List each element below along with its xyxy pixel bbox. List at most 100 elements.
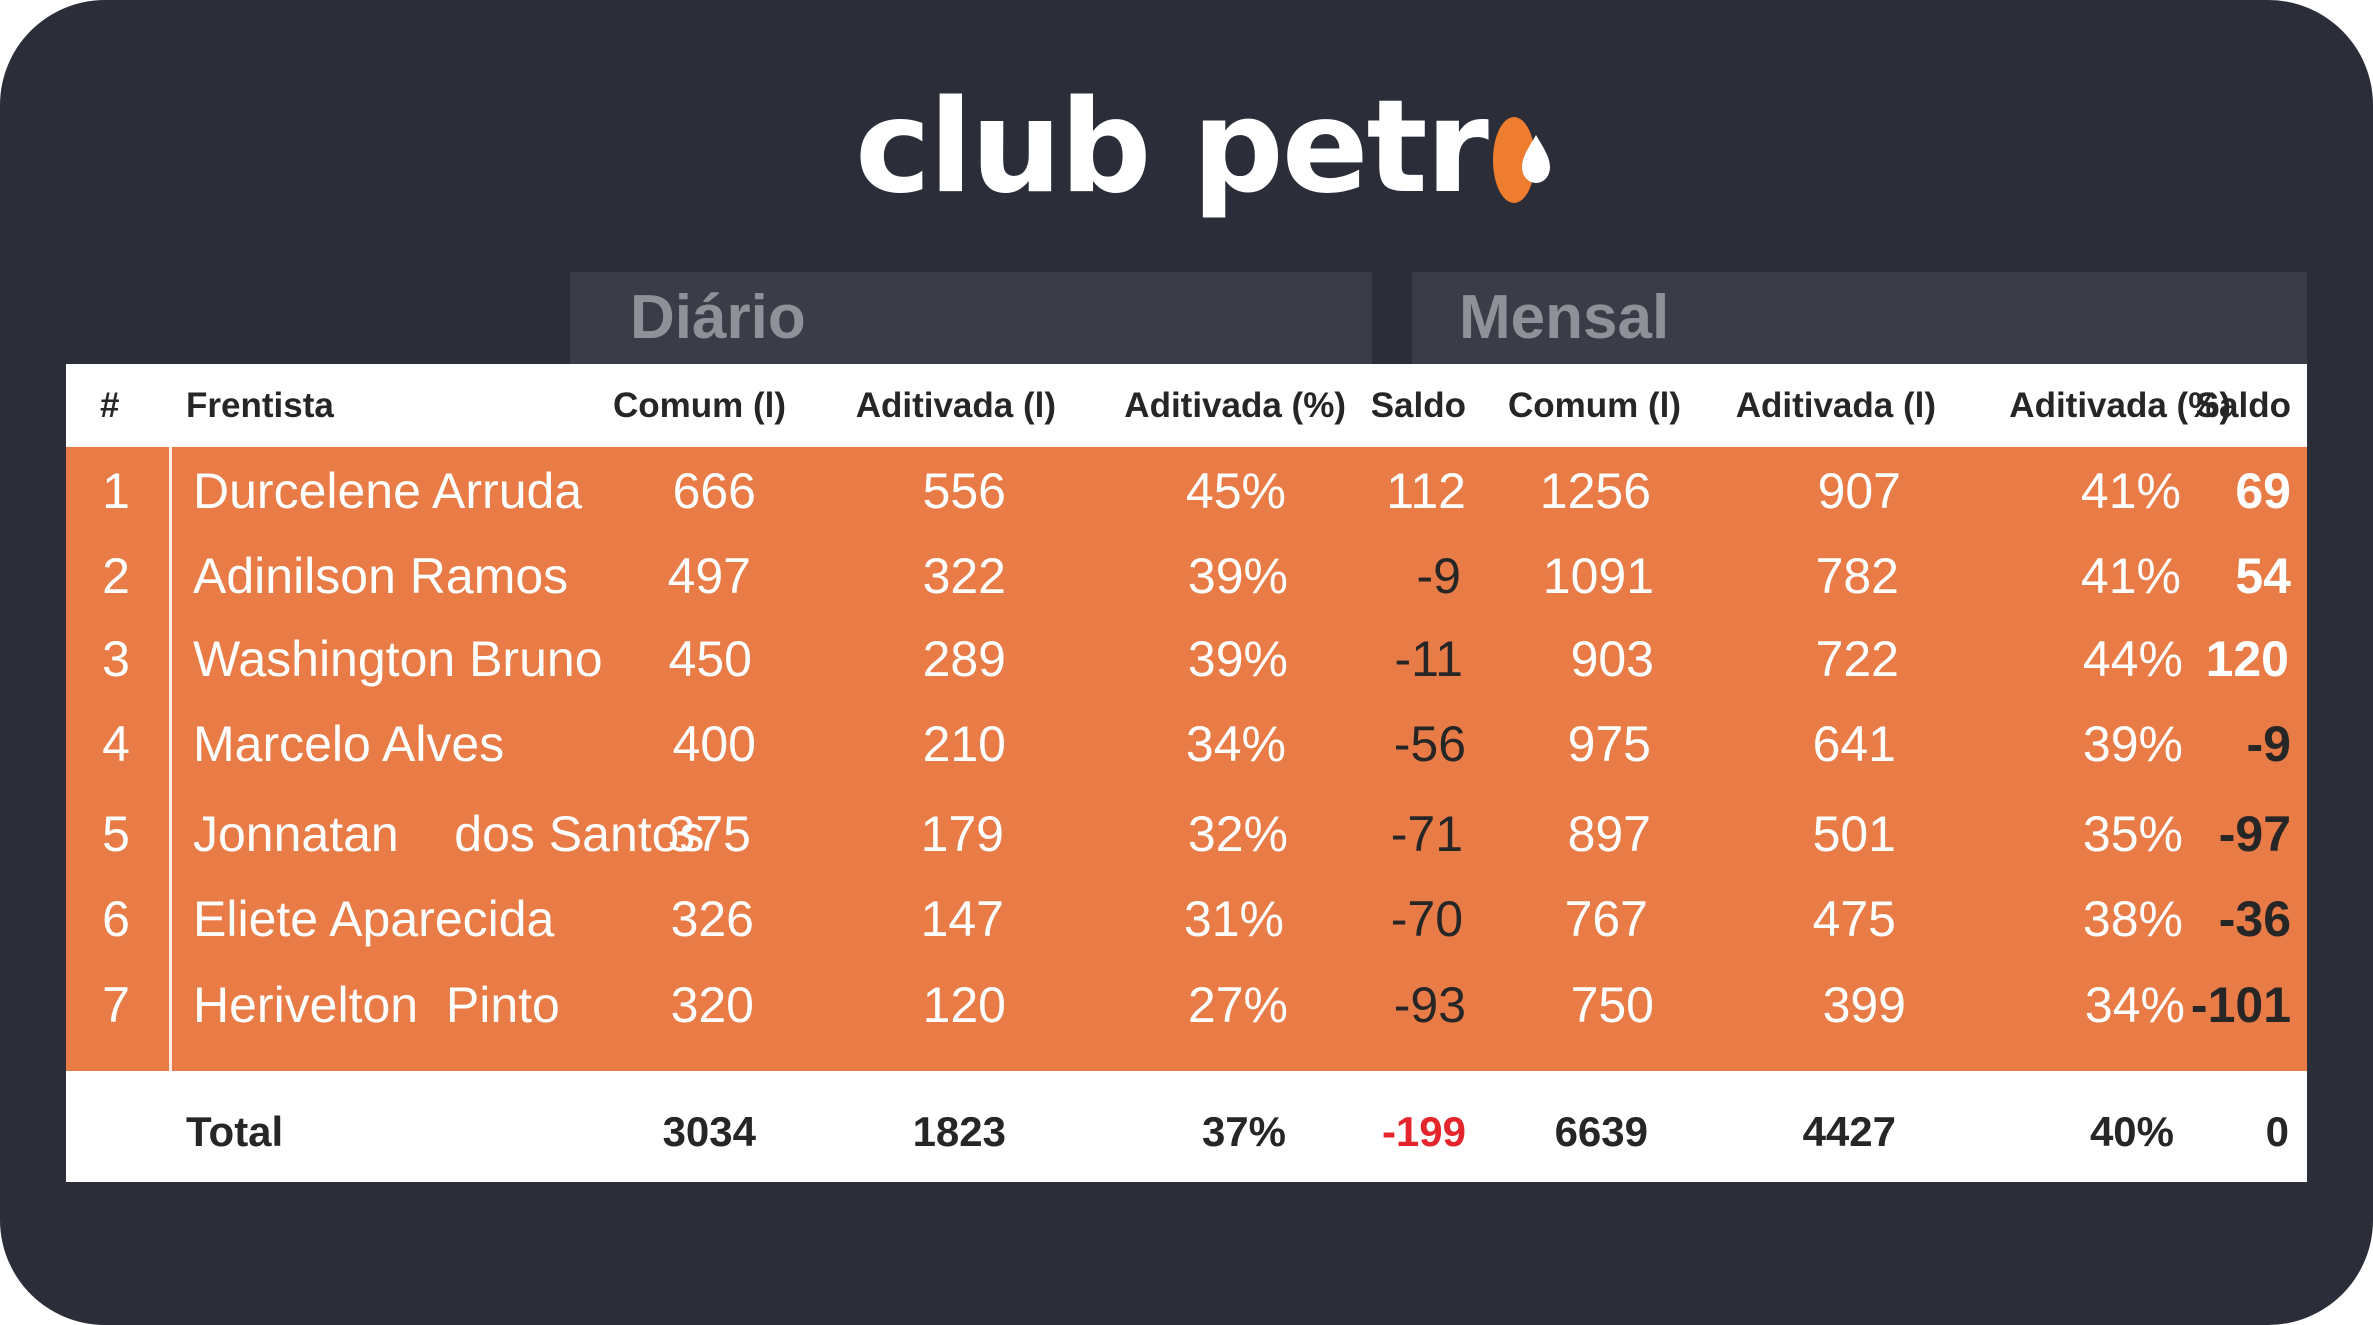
daily-saldo-cell: -56 [1393,716,1466,772]
drop-icon [1492,117,1550,203]
daily-saldo-cell: 112 [1386,463,1466,519]
section-daily-header: Diário [570,272,1372,364]
daily-pct-cell: 39% [1187,548,1288,604]
col-name-header: Frentista [186,386,334,425]
total-daily-saldo: -199 [1381,1108,1466,1155]
daily-comum-cell: 666 [672,463,756,519]
rank-cell: 3 [102,631,130,687]
logo-wordmark: club petr [855,73,1489,222]
daily-pct-cell: 39% [1187,631,1288,687]
daily-aditivada-cell: 120 [922,977,1006,1033]
daily-comum-cell: 450 [668,631,752,687]
daily-comum-cell: 400 [672,716,756,772]
daily-aditivada-cell: 179 [920,806,1004,862]
section-monthly-header: Mensal [1412,272,2307,364]
monthly-pct-cell: 38% [2082,891,2183,947]
monthly-comum-cell: 1091 [1542,548,1654,604]
total-label: Total [186,1108,284,1155]
table-row: 2 Adinilson Ramos 497 322 39% -9 1091 78… [66,539,2307,623]
monthly-comum-cell: 897 [1567,806,1651,862]
monthly-aditivada-cell: 722 [1815,631,1899,687]
monthly-comum-cell: 750 [1570,977,1654,1033]
monthly-comum-cell: 767 [1564,891,1648,947]
monthly-aditivada-cell: 475 [1812,891,1896,947]
daily-pct-cell: 32% [1187,806,1288,862]
monthly-comum-cell: 903 [1570,631,1654,687]
name-cell: Washington Bruno [193,631,603,687]
rank-divider [169,447,172,1071]
col-monthly-aditivada-header: Aditivada (l) [1735,386,1936,425]
monthly-aditivada-cell: 907 [1817,463,1901,519]
col-daily-saldo-header: Saldo [1370,386,1466,425]
daily-pct-cell: 45% [1185,463,1286,519]
total-monthly-comum: 6639 [1554,1108,1648,1155]
table-row: 4 Marcelo Alves 400 210 34% -56 975 641 … [66,707,2307,791]
col-rank-header: # [100,386,120,425]
monthly-saldo-cell: 69 [2235,463,2291,519]
daily-saldo-cell: -70 [1390,891,1463,947]
total-monthly-pct: 40% [2089,1108,2174,1155]
monthly-pct-cell: 44% [2082,631,2183,687]
daily-aditivada-cell: 322 [922,548,1006,604]
col-daily-aditivada-header: Aditivada (l) [855,386,1056,425]
total-daily-comum: 3034 [662,1108,756,1155]
col-daily-pct-header: Aditivada (%) [1124,386,1346,425]
rank-cell: 6 [102,891,130,947]
total-monthly-aditivada: 4427 [1802,1108,1896,1155]
monthly-aditivada-cell: 399 [1822,977,1906,1033]
monthly-saldo-cell: 54 [2235,548,2291,604]
monthly-saldo-cell: -97 [2218,806,2291,862]
daily-pct-cell: 31% [1183,891,1284,947]
daily-aditivada-cell: 556 [922,463,1006,519]
total-daily-pct: 37% [1201,1108,1286,1155]
total-daily-aditivada: 1823 [912,1108,1006,1155]
daily-pct-cell: 34% [1185,716,1286,772]
total-monthly-saldo: 0 [2265,1108,2289,1155]
daily-aditivada-cell: 289 [922,631,1006,687]
monthly-pct-cell: 41% [2080,548,2181,604]
daily-pct-cell: 27% [1187,977,1288,1033]
ranking-table: # Frentista Comum (l) Aditivada (l) Adit… [66,364,2307,1182]
daily-saldo-cell: -71 [1390,806,1463,862]
rank-cell: 7 [102,977,130,1033]
col-monthly-comum-header: Comum (l) [1507,386,1681,425]
name-cell: Herivelton Pinto [193,977,560,1033]
monthly-saldo-cell: -36 [2218,891,2291,947]
name-cell: Durcelene Arruda [193,463,583,519]
monthly-aditivada-cell: 782 [1815,548,1899,604]
monthly-aditivada-cell: 641 [1812,716,1896,772]
rank-cell: 5 [102,806,130,862]
rank-cell: 2 [102,548,130,604]
monthly-saldo-cell: -101 [2190,977,2291,1033]
daily-saldo-cell: -9 [1416,548,1461,604]
daily-comum-cell: 320 [670,977,754,1033]
monthly-comum-cell: 1256 [1539,463,1651,519]
table-row: 6 Eliete Aparecida 326 147 31% -70 767 4… [66,882,2307,966]
table-row: 1 Durcelene Arruda 666 556 45% 112 1256 … [66,454,2307,538]
club-petro-logo: club petr [855,73,1550,222]
daily-comum-cell: 375 [667,806,751,862]
daily-comum-cell: 497 [667,548,751,604]
total-row: Total 3034 1823 37% -199 6639 4427 40% 0 [66,1094,2307,1174]
daily-saldo-cell: -93 [1393,977,1466,1033]
table-header-row: # Frentista Comum (l) Aditivada (l) Adit… [66,364,2307,447]
table-row: 3 Washington Bruno 450 289 39% -11 903 7… [66,622,2307,706]
table-row: 7 Herivelton Pinto 320 120 27% -93 750 3… [66,968,2307,1052]
monthly-pct-cell: 39% [2082,716,2183,772]
daily-aditivada-cell: 147 [920,891,1004,947]
daily-comum-cell: 326 [670,891,754,947]
monthly-pct-cell: 34% [2084,977,2185,1033]
monthly-aditivada-cell: 501 [1812,806,1896,862]
table-row: 5 Jonnatan dos Santos 375 179 32% -71 89… [66,797,2307,881]
col-monthly-pct-header: Aditivada (%) [2009,386,2231,425]
name-cell: Jonnatan dos Santos [193,806,705,862]
monthly-saldo-cell: 120 [2205,631,2289,687]
name-cell: Adinilson Ramos [193,548,569,604]
rank-cell: 4 [102,716,130,772]
monthly-pct-cell: 35% [2082,806,2183,862]
table-body [66,447,2307,1071]
col-daily-comum-header: Comum (l) [612,386,786,425]
daily-aditivada-cell: 210 [922,716,1006,772]
monthly-comum-cell: 975 [1567,716,1651,772]
col-monthly-saldo-header: Saldo [2195,386,2291,425]
